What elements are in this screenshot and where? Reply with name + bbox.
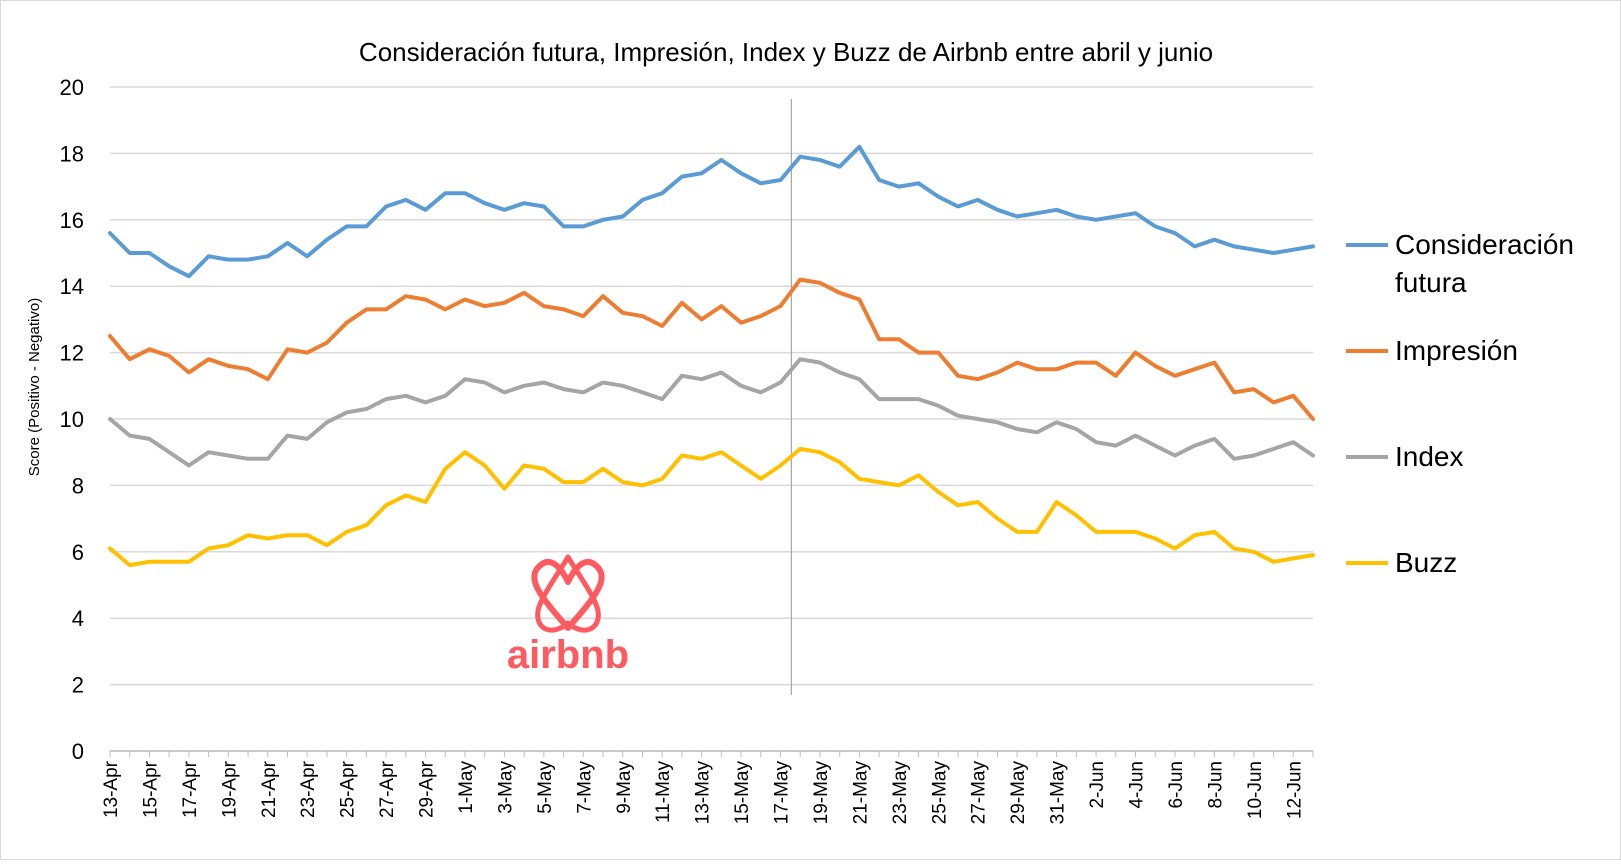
x-tick-label: 11-May	[653, 761, 674, 823]
x-tick-label: 9-May	[614, 761, 635, 814]
chart-title: Consideración futura, Impresión, Index y…	[359, 37, 1213, 67]
airbnb-belo-outer-icon	[535, 554, 601, 633]
x-tick-label: 19-May	[811, 761, 832, 825]
x-tick-label: 23-May	[890, 761, 911, 825]
y-tick-label: 4	[72, 606, 84, 631]
y-tick-label: 0	[72, 739, 84, 764]
airbnb-belo-icon	[531, 559, 605, 631]
legend-label: Impresión	[1395, 335, 1518, 366]
y-tick-label: 14	[60, 274, 84, 299]
airbnb-logo-text: airbnb	[507, 633, 629, 677]
x-tick-label: 23-Apr	[298, 760, 319, 818]
x-tick-label: 27-Apr	[377, 760, 398, 818]
x-tick-label: 31-May	[1048, 761, 1069, 825]
x-tick-label: 3-May	[495, 761, 516, 814]
legend-label: Consideración futura	[1395, 229, 1574, 298]
series-line-1	[108, 144, 1315, 279]
x-tick-label: 1-May	[456, 761, 477, 814]
series-lines	[108, 144, 1315, 568]
airbnb-logo: airbnb	[507, 554, 629, 677]
legend-label: Index	[1395, 441, 1464, 472]
x-tick-label: 25-Apr	[338, 760, 359, 818]
y-tick-label: 8	[72, 473, 84, 498]
x-tick-label: 15-May	[732, 761, 753, 825]
y-axis-label: Score (Positivo - Negativo)	[26, 298, 43, 476]
x-tick-label: 21-Apr	[259, 760, 280, 818]
y-tick-label: 12	[60, 341, 84, 366]
series-line-2	[108, 277, 1315, 421]
gridlines	[110, 86, 1313, 752]
x-tick-label: 2-Jun	[1087, 761, 1108, 809]
y-tick-label: 18	[60, 141, 84, 166]
x-tick-label: 27-May	[969, 761, 990, 825]
x-tick-label: 8-Jun	[1205, 761, 1226, 809]
x-tick-label: 13-Apr	[101, 760, 122, 818]
y-tick-label: 6	[72, 540, 84, 565]
x-tick-label: 17-Apr	[180, 760, 201, 818]
series-line-3	[108, 357, 1315, 468]
x-tick-label: 12-Jun	[1284, 761, 1305, 819]
x-tick-label: 5-May	[535, 761, 556, 814]
x-tick-label: 17-May	[772, 761, 793, 825]
x-tick-label: 6-Jun	[1166, 761, 1187, 809]
x-axis: 13-Apr 15-Apr 17-Apr 19-Apr 21-Apr 23-Apr 25-A…	[101, 750, 1314, 825]
x-tick-label: 19-Apr	[219, 760, 240, 818]
x-tick-label: 4-Jun	[1127, 761, 1148, 809]
x-tick-label: 25-May	[929, 761, 950, 825]
x-tick-label: 21-May	[850, 761, 871, 825]
x-tick-label: 29-Apr	[417, 760, 438, 818]
y-axis: 0 2 4 6 8 10 12 14 16 18 20	[60, 75, 84, 764]
legend-label: Buzz	[1395, 547, 1457, 578]
x-tick-label: 29-May	[1008, 761, 1029, 825]
series-line-4	[108, 446, 1315, 568]
x-tick-label: 13-May	[693, 761, 714, 825]
y-tick-label: 20	[60, 75, 84, 100]
y-tick-label: 10	[60, 407, 84, 432]
x-tick-label: 10-Jun	[1245, 761, 1266, 819]
y-tick-label: 2	[72, 673, 84, 698]
x-tick-label: 7-May	[574, 761, 595, 814]
y-tick-label: 16	[60, 208, 84, 233]
legend: Consideración futura Impresión Index Buzz	[1346, 229, 1574, 578]
x-tick-label: 15-Apr	[140, 760, 161, 818]
